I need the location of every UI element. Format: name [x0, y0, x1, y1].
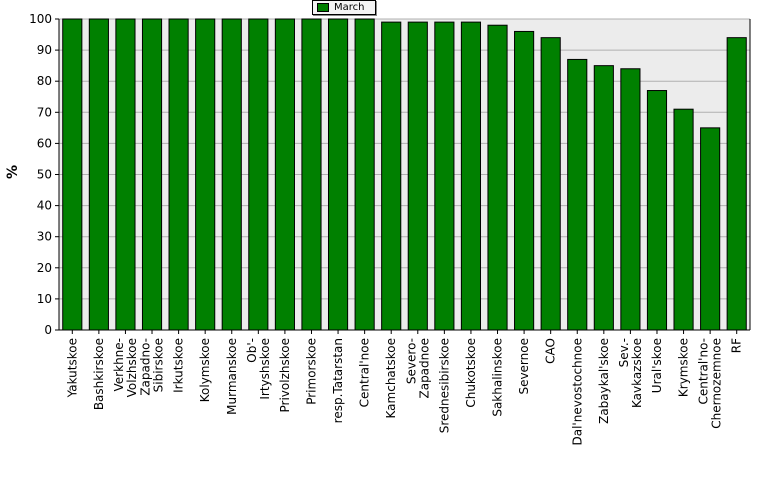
bar	[540, 37, 561, 331]
bar	[646, 90, 668, 331]
bar	[726, 37, 747, 331]
y-tick-label: 30	[37, 230, 52, 244]
x-tick-label: Irtyshskoe	[258, 338, 272, 400]
bar	[248, 18, 269, 331]
y-tick-label: 0	[44, 323, 52, 337]
bar	[460, 21, 482, 331]
x-tick-label: Chukotskoe	[464, 338, 478, 408]
x-tick-label: Krymskoe	[677, 338, 691, 397]
bar	[514, 30, 535, 331]
x-tick-label: Central'noe	[358, 338, 372, 407]
x-tick-label: Ob'-	[245, 338, 259, 363]
x-tick-label: Zapadno-	[139, 338, 153, 396]
bar	[407, 21, 428, 331]
legend: March	[312, 0, 376, 15]
bar	[620, 68, 641, 331]
y-tick-label: 90	[37, 43, 52, 57]
bar	[88, 18, 109, 331]
x-tick-label: Bashkirskoe	[92, 338, 106, 410]
x-tick-label: Irkutskoe	[172, 338, 186, 393]
y-tick-label: 80	[37, 74, 52, 88]
x-tick-label: Kolymskoe	[198, 338, 212, 402]
bar	[115, 18, 136, 331]
x-tick-label: CAO	[544, 338, 558, 364]
y-tick-label: 70	[37, 105, 52, 119]
legend-label-march: March	[334, 2, 365, 13]
x-tick-label: Kamchatskoe	[384, 338, 398, 418]
x-tick-label: Sev.-	[617, 338, 631, 367]
bar	[62, 18, 83, 331]
x-tick-label: Volzhskoe	[125, 338, 139, 397]
x-tick-label: Central'no-	[697, 338, 711, 405]
bar	[327, 18, 349, 331]
bar	[195, 18, 216, 331]
x-tick-label: Privolzhskoe	[278, 338, 292, 412]
legend-swatch-march	[317, 3, 329, 12]
bar	[274, 18, 295, 331]
bar	[487, 24, 508, 331]
x-tick-label: Ural'skoe	[650, 338, 664, 393]
y-tick-label: 20	[37, 261, 52, 275]
x-tick-label: Srednesibirskoe	[437, 338, 451, 433]
x-tick-label: Zapadnoe	[417, 338, 431, 399]
x-tick-label: Severnoe	[517, 338, 531, 395]
x-tick-label: Kavkazskoe	[630, 338, 644, 408]
y-axis-label: %	[5, 164, 22, 180]
x-tick-label: Murmanskoe	[225, 338, 239, 415]
bar	[168, 18, 189, 331]
x-tick-label: Chernozemnoe	[710, 338, 724, 429]
y-tick-label: 40	[37, 199, 52, 213]
y-tick-label: 100	[29, 12, 52, 26]
y-tick-label: 60	[37, 136, 52, 150]
bar	[567, 58, 588, 331]
x-tick-label: RF	[730, 338, 744, 353]
x-tick-label: Sibirskoe	[152, 338, 166, 392]
x-tick-label: Primorskoe	[304, 338, 318, 405]
bar	[593, 65, 614, 331]
bar	[301, 18, 322, 331]
x-tick-label: Zabaykal'skoe	[597, 338, 611, 424]
y-tick-label: 50	[37, 168, 52, 182]
x-tick-label: Yakutskoe	[65, 338, 79, 398]
bar	[434, 21, 455, 331]
bar	[354, 18, 375, 331]
y-tick-label: 10	[37, 292, 52, 306]
bar	[221, 18, 242, 331]
x-tick-label: Dal'nevostochnoe	[570, 338, 584, 446]
x-tick-label: resp.Tatarstan	[331, 338, 345, 423]
bar	[673, 108, 694, 331]
bar	[141, 18, 163, 331]
bar	[700, 127, 721, 331]
x-tick-label: Verkhne-	[112, 338, 126, 391]
bar	[381, 21, 402, 331]
x-tick-label: Sakhalinskoe	[491, 338, 505, 417]
x-tick-label: Severo-	[404, 338, 418, 384]
